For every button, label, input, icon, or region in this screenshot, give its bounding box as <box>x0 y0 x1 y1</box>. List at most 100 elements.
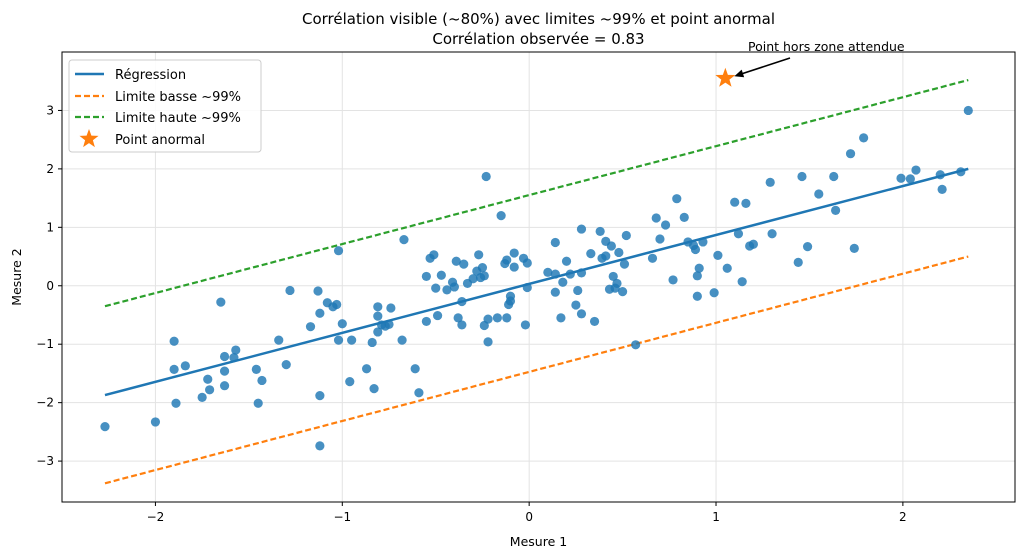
data-point <box>397 335 407 345</box>
data-point <box>668 275 678 285</box>
data-point <box>573 285 583 296</box>
data-point <box>647 253 658 263</box>
data-point <box>543 267 553 277</box>
data-point <box>169 336 179 346</box>
data-point <box>522 282 532 293</box>
data-point <box>410 364 420 374</box>
data-point <box>905 174 915 184</box>
data-point <box>937 184 947 194</box>
data-point <box>421 271 431 282</box>
data-point <box>741 198 751 208</box>
data-point <box>502 255 512 265</box>
data-point <box>793 257 803 267</box>
data-point <box>550 287 560 297</box>
lower-limit-line <box>104 255 969 485</box>
anomaly-annotation: Point hors zone attendue <box>734 39 905 78</box>
y-axis-label: Mesure 2 <box>9 248 24 305</box>
y-tick-label: 2 <box>46 162 54 176</box>
data-point <box>496 211 506 221</box>
data-point <box>274 335 284 345</box>
data-point <box>219 381 230 391</box>
data-point <box>180 361 190 371</box>
data-point <box>373 302 383 312</box>
data-point <box>571 300 581 310</box>
data-point <box>660 220 671 230</box>
data-point <box>802 242 813 252</box>
data-point <box>386 303 396 313</box>
data-point <box>690 244 701 255</box>
data-point <box>253 398 263 408</box>
data-point <box>414 388 424 398</box>
data-point <box>436 270 446 280</box>
x-tick-label: 1 <box>712 510 720 524</box>
data-point <box>956 167 966 177</box>
data-point <box>698 237 708 247</box>
data-point <box>432 310 443 321</box>
data-point <box>429 250 439 260</box>
data-point <box>617 287 628 297</box>
data-point <box>483 314 493 324</box>
data-point <box>911 165 921 175</box>
data-point <box>679 212 689 222</box>
data-point <box>205 385 215 395</box>
data-point <box>612 278 622 289</box>
data-point <box>550 269 560 279</box>
data-point <box>477 263 488 273</box>
data-point <box>197 392 207 402</box>
y-tick-label: −2 <box>36 396 54 410</box>
data-point <box>373 327 383 337</box>
data-point <box>561 256 572 266</box>
data-point <box>483 337 493 347</box>
legend-label-regression: Régression <box>115 68 186 83</box>
data-point <box>767 229 777 239</box>
data-point <box>219 351 230 362</box>
data-point <box>606 241 616 251</box>
regression-line <box>104 167 969 397</box>
data-point <box>595 226 605 237</box>
data-point <box>829 171 839 182</box>
data-point <box>492 313 502 323</box>
data-point <box>692 291 702 301</box>
data-point <box>361 364 372 374</box>
x-tick-label: 0 <box>525 510 533 524</box>
data-point <box>586 249 596 259</box>
axis-ticks: −2 −1 0 1 2 −3 −2 −1 0 1 2 3 <box>36 103 906 524</box>
x-tick-label: −2 <box>147 510 165 524</box>
data-point <box>399 234 409 245</box>
data-point <box>449 282 460 292</box>
plot-frame <box>61 51 1016 503</box>
data-point <box>522 258 532 268</box>
chart-subtitle: Corrélation observée = 0.83 <box>432 30 644 48</box>
data-point <box>694 263 704 273</box>
data-point <box>169 364 179 374</box>
annotation-text: Point hors zone attendue <box>748 39 905 54</box>
data-point <box>251 364 261 374</box>
y-tick-label: 1 <box>46 220 54 234</box>
data-point <box>219 366 230 376</box>
data-point <box>509 248 519 258</box>
data-point <box>369 384 379 394</box>
data-point <box>313 286 323 296</box>
data-point <box>345 377 355 387</box>
data-point <box>333 246 344 256</box>
data-point <box>722 263 732 273</box>
data-point <box>453 313 463 323</box>
data-point <box>608 271 618 282</box>
data-point <box>431 283 441 293</box>
data-point <box>935 170 945 180</box>
data-point <box>655 234 665 244</box>
y-tick-label: 3 <box>46 103 54 117</box>
x-axis-label: Mesure 1 <box>510 534 567 549</box>
data-point <box>631 340 641 350</box>
data-point <box>849 243 859 253</box>
data-point <box>737 277 747 287</box>
data-point <box>281 360 291 370</box>
data-point <box>150 417 161 427</box>
data-point <box>229 353 239 363</box>
data-point <box>257 375 267 386</box>
data-point <box>765 177 775 187</box>
data-point <box>520 320 531 330</box>
data-point <box>421 316 431 327</box>
x-tick-label: 2 <box>899 510 907 524</box>
